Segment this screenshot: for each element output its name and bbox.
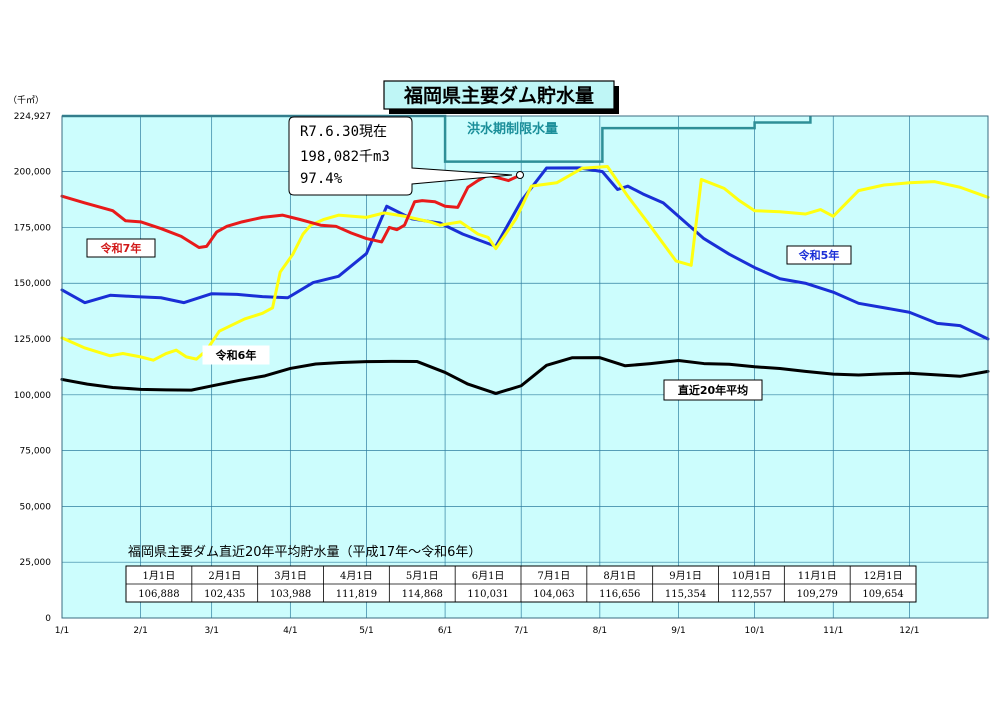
table-header-cell: 7月1日 [538, 570, 571, 582]
x-tick-label: 7/1 [514, 626, 528, 636]
table-header-cell: 11月1日 [798, 570, 837, 582]
y-axis-ticks: 0 25,000 50,000 75,000 100,000 125,000 150,000… [14, 112, 51, 624]
svg-text:令和5年: 令和5年 [798, 248, 840, 262]
y-tick-label: 75,000 [20, 447, 52, 457]
y-tick-label: 175,000 [14, 223, 51, 233]
label-r5: 令和5年 [786, 245, 852, 265]
table-value-cell: 109,654 [862, 589, 903, 600]
x-tick-label: 4/1 [283, 626, 297, 636]
table-header-cell: 12月1日 [864, 570, 903, 582]
y-tick-label: 0 [45, 614, 51, 624]
label-r7: 令和7年 [86, 238, 156, 258]
chart-title-box: 福岡県主要ダム貯水量 [383, 80, 619, 114]
table-header-cell: 3月1日 [274, 570, 307, 582]
y-tick-label: 25,000 [20, 558, 52, 568]
series-line-r6 [60, 164, 990, 362]
table-value-cell: 106,888 [138, 589, 179, 600]
series-line-r7 [60, 173, 521, 250]
plot-area [62, 116, 988, 618]
flood-limit-band [62, 114, 812, 163]
flood-limit-line [62, 114, 812, 163]
table-header-cell: 6月1日 [472, 570, 505, 582]
unit-label: （千㎥） [8, 95, 44, 106]
table-header-cell: 9月1日 [669, 570, 702, 582]
y-tick-label: 200,000 [14, 168, 51, 178]
plot-frame [61, 115, 989, 619]
x-tick-label: 2/1 [133, 626, 147, 636]
table-header-cell: 5月1日 [406, 570, 439, 582]
callout-percent: 97.4% [300, 171, 343, 187]
table-header-cell: 8月1日 [603, 570, 636, 582]
table-header-cell: 10月1日 [732, 570, 771, 582]
table-value-cell: 115,354 [665, 589, 706, 600]
svg-text:令和6年: 令和6年 [215, 348, 257, 362]
table-value-cell: 109,279 [797, 589, 838, 600]
table-value-cell: 103,988 [270, 589, 311, 600]
current-point-marker [516, 171, 524, 179]
x-axis-ticks: 1/1 2/1 3/1 4/1 5/1 6/1 7/1 8/1 9/1 10/1 11/1 12/1 [55, 626, 920, 636]
x-tick-label: 3/1 [204, 626, 218, 636]
x-tick-label: 5/1 [359, 626, 373, 636]
y-tick-label: 100,000 [14, 391, 51, 401]
y-tick-label: 50,000 [20, 502, 52, 512]
y-tick-label: 150,000 [14, 279, 51, 289]
svg-text:直近20年平均: 直近20年平均 [678, 383, 748, 397]
table-value-cell: 112,557 [731, 589, 772, 600]
table-value-cell: 116,656 [599, 589, 640, 600]
x-tick-label: 10/1 [744, 626, 764, 636]
series-lines [60, 164, 990, 395]
x-tick-label: 1/1 [55, 626, 69, 636]
y-tick-label: 224,927 [14, 112, 51, 122]
table-value-cell: 102,435 [204, 589, 245, 600]
table-header-cell: 4月1日 [340, 570, 373, 582]
table-value-cell: 104,063 [533, 589, 574, 600]
label-avg: 直近20年平均 [663, 379, 763, 401]
x-tick-label: 11/1 [823, 626, 843, 636]
table-header-cell: 2月1日 [208, 570, 241, 582]
label-r6: 令和6年 [202, 345, 270, 365]
x-tick-label: 6/1 [438, 626, 452, 636]
table-value-cell: 114,868 [402, 589, 443, 600]
series-line-avg [60, 356, 990, 395]
table-header-cell: 1月1日 [143, 570, 176, 582]
chart-title: 福岡県主要ダム貯水量 [403, 84, 594, 107]
table-value-cell: 111,819 [336, 589, 377, 600]
svg-text:令和7年: 令和7年 [100, 241, 142, 255]
current-callout: R7.6.30現在 198,082千m3 97.4% [288, 116, 513, 196]
table-value-cell: 110,031 [467, 589, 508, 600]
series-line-r5 [60, 166, 990, 341]
average-table-title: 福岡県主要ダム直近20年平均貯水量（平成17年～令和6年） [128, 545, 481, 560]
x-tick-label: 12/1 [899, 626, 919, 636]
callout-volume: 198,082千m3 [300, 149, 390, 165]
x-tick-label: 9/1 [671, 626, 685, 636]
y-tick-label: 125,000 [14, 335, 51, 345]
callout-date: R7.6.30現在 [300, 124, 387, 140]
average-table: 福岡県主要ダム直近20年平均貯水量（平成17年～令和6年） 1月1日 106,88… [125, 545, 917, 603]
x-tick-label: 8/1 [593, 626, 607, 636]
flood-limit-label: 洪水期制限水量 [467, 121, 558, 137]
